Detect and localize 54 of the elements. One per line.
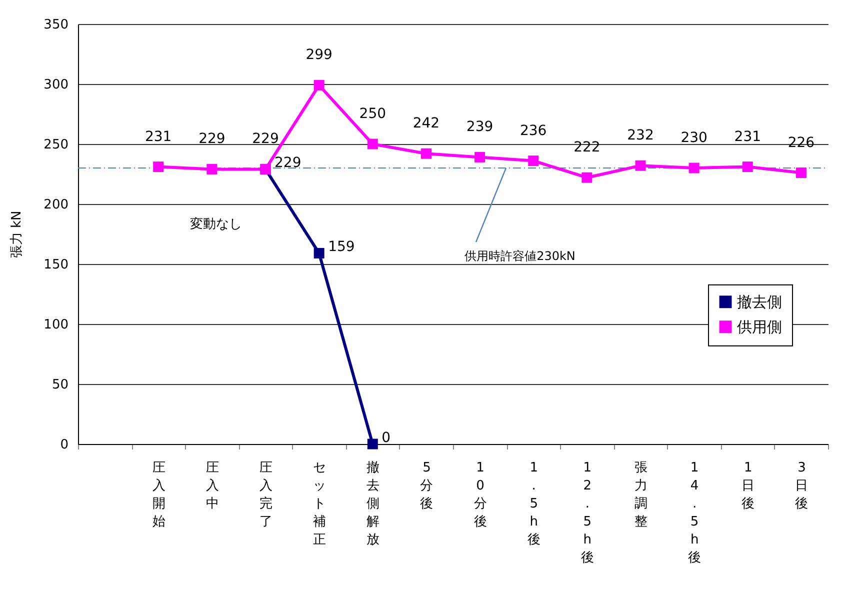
point (582, 172, 592, 183)
data-label: 0 (382, 430, 391, 446)
data-label: 299 (306, 47, 332, 64)
y-tick-label: 200 (44, 198, 68, 212)
y-tick-label: 300 (44, 78, 68, 92)
data-label: 242 (412, 116, 440, 132)
point (367, 138, 378, 150)
data-label: 250 (359, 106, 386, 122)
point (635, 160, 646, 171)
point (796, 168, 806, 178)
legend-label: 撤去側 (737, 292, 782, 311)
x-tick-label: 圧入開始 (152, 460, 166, 530)
y-tick-label: 150 (44, 258, 68, 272)
x-tick-label: 5分後 (420, 460, 434, 512)
point (420, 148, 432, 159)
y-tick-label: 350 (44, 18, 68, 32)
y-tick-label: 250 (44, 138, 68, 152)
point (742, 162, 753, 172)
data-label: 239 (466, 119, 494, 136)
x-tick-label: セット補正 (313, 460, 326, 548)
point (153, 162, 164, 172)
annotation: 変動なし (190, 216, 242, 232)
x-tick-label: 張力調整 (634, 460, 648, 530)
data-label: 229 (198, 131, 226, 148)
data-label: 232 (627, 128, 654, 144)
data-label: 231 (734, 128, 762, 145)
data-label: 231 (144, 128, 172, 145)
point (474, 152, 486, 162)
x-tick-label: 10分後 (474, 460, 487, 530)
data-label: 159 (328, 239, 355, 256)
y-tick-label: 0 (60, 438, 68, 452)
data-label: 229 (274, 155, 302, 172)
legend-label: 供用側 (737, 318, 782, 336)
x-tick-label: 3日後 (795, 460, 808, 512)
x-tick-label: 圧入完了 (260, 460, 272, 530)
x-tick-label: 1.5h後 (527, 460, 540, 548)
x-tick-label: 12.5h後 (580, 460, 594, 566)
point (314, 80, 324, 90)
y-tick-label: 50 (52, 378, 68, 392)
x-tick-label: 14.5h後 (688, 460, 702, 566)
data-label: 236 (520, 122, 547, 139)
point (688, 162, 700, 174)
point (314, 248, 324, 258)
x-tick-label: 圧入中 (206, 460, 219, 512)
point (528, 156, 539, 166)
y-axis-title: 張力 kN (10, 210, 25, 258)
x-tick-label: 撤去側解放 (366, 460, 380, 548)
point (367, 438, 378, 450)
data-label: 229 (252, 131, 279, 148)
point (206, 164, 218, 174)
ref-line-label: 供用時許容値230kN (464, 249, 576, 263)
y-tick-label: 100 (44, 318, 68, 332)
data-label: 230 (680, 130, 708, 146)
x-tick-label: 1日後 (742, 460, 755, 512)
